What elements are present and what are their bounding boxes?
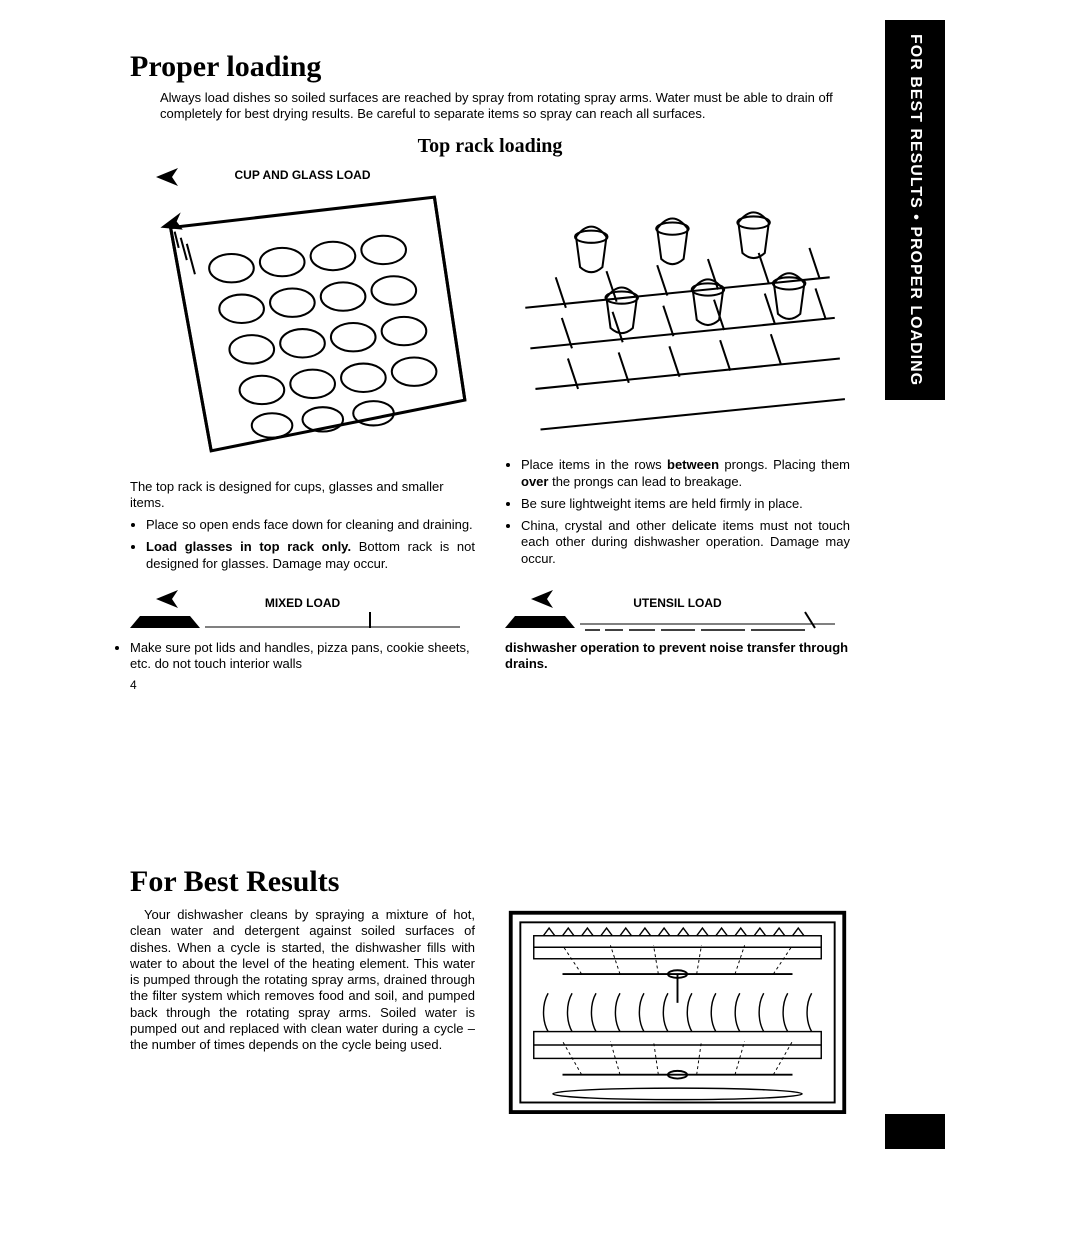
rack-edge-icon (505, 610, 850, 632)
bullet-item: Be sure lightweight items are held firml… (521, 496, 850, 512)
utensil-bold-text: dishwasher operation to prevent noise tr… (505, 640, 850, 673)
illustration-prongs (505, 186, 850, 450)
bullet-item: China, crystal and other delicate items … (521, 518, 850, 567)
bottom-black-block (885, 1114, 945, 1149)
heading-best-results: For Best Results (130, 865, 850, 899)
figure-label-utensil: UTENSIL LOAD (505, 590, 850, 610)
arrow-icon (150, 588, 180, 613)
figure-label-mixed: MIXED LOAD (130, 590, 475, 610)
figure-label-text: MIXED LOAD (265, 596, 340, 610)
left-bullet-list: Place so open ends face down for cleanin… (130, 517, 475, 572)
bullet-item: Load glasses in top rack only. Bottom ra… (146, 539, 475, 572)
bullet-item: Make sure pot lids and handles, pizza pa… (130, 640, 475, 673)
best-results-columns: Your dishwasher cleans by spraying a mix… (130, 907, 850, 1123)
figure-label-text: CUP AND GLASS LOAD (234, 168, 370, 182)
best-results-text: Your dishwasher cleans by spraying a mix… (130, 907, 475, 1123)
two-column-layout: CUP AND GLASS LOAD (130, 168, 850, 578)
bullet-item: Place items in the rows between prongs. … (521, 457, 850, 490)
arrow-icon (150, 166, 180, 192)
best-results-paragraph: Your dishwasher cleans by spraying a mix… (130, 907, 475, 1053)
section-proper-loading: Proper loading Always load dishes so soi… (130, 50, 850, 692)
left-intro-text: The top rack is designed for cups, glass… (130, 479, 475, 512)
bullet-item: Place so open ends face down for cleanin… (146, 517, 475, 533)
intro-paragraph: Always load dishes so soiled surfaces ar… (160, 90, 850, 123)
illustration-dishwasher-cutaway (505, 907, 850, 1123)
figure-label-text: UTENSIL LOAD (633, 596, 721, 610)
subheading-top-rack: Top rack loading (130, 135, 850, 158)
page-number: 4 (130, 678, 475, 692)
right-bullet-list: Place items in the rows between prongs. … (505, 457, 850, 567)
heading-proper-loading: Proper loading (130, 50, 850, 84)
bottom-figure-row: MIXED LOAD Make sure pot lids and handle… (130, 590, 850, 693)
mixed-bullet-list: Make sure pot lids and handles, pizza pa… (130, 640, 475, 673)
side-tab: FOR BEST RESULTS • PROPER LOADING (885, 20, 945, 400)
left-column: CUP AND GLASS LOAD (130, 168, 475, 578)
rack-edge-icon (130, 610, 475, 630)
mixed-load-cell: MIXED LOAD Make sure pot lids and handle… (130, 590, 475, 693)
arrow-icon (525, 588, 555, 613)
section-best-results: For Best Results Your dishwasher cleans … (130, 865, 850, 1123)
side-tab-text: FOR BEST RESULTS • PROPER LOADING (906, 34, 924, 386)
right-column: Place items in the rows between prongs. … (505, 168, 850, 578)
utensil-load-cell: UTENSIL LOAD dishwasher operation to pre… (505, 590, 850, 693)
illustration-cup-glass-load (130, 187, 475, 471)
figure-label-cup-glass: CUP AND GLASS LOAD (130, 168, 475, 183)
